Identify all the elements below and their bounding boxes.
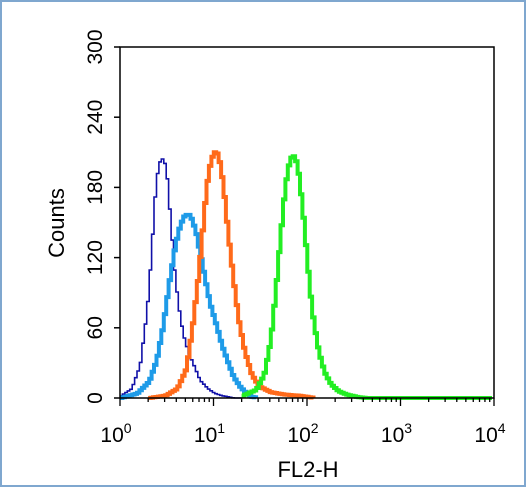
y-axis-label: Counts [44,188,69,258]
y-axis: 0 60 120 180 240 300 [84,29,120,404]
series-0-line [120,158,242,399]
x-tick-label: 101 [194,420,225,447]
y-tick-label: 0 [84,392,107,404]
y-tick-label: 240 [84,100,107,135]
series-layer [120,150,492,400]
series-1-line [120,212,259,400]
x-axis: 100 101 102 103 104 [100,398,506,447]
series-2-line [148,150,316,400]
y-tick-label: 60 [84,316,107,339]
x-tick-label: 100 [100,420,131,447]
y-tick-label: 180 [84,170,107,205]
plot-frame [119,46,495,399]
x-tick-label: 102 [287,420,318,447]
x-tick-label: 103 [381,420,412,447]
x-tick-label: 104 [474,420,505,447]
series-3-line [241,154,492,400]
x-axis-label: FL2-H [277,457,338,482]
y-tick-label: 120 [84,240,107,275]
y-tick-label: 300 [84,29,107,64]
